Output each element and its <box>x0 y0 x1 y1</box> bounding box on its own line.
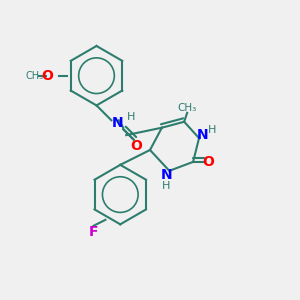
Text: N: N <box>160 168 172 182</box>
Text: F: F <box>89 225 98 239</box>
Text: CH₃: CH₃ <box>178 103 197 113</box>
Text: O: O <box>41 69 53 83</box>
Text: H: H <box>162 181 170 191</box>
Text: H: H <box>127 112 135 122</box>
Text: O: O <box>202 155 214 169</box>
Text: O: O <box>131 139 142 152</box>
Text: CH₃: CH₃ <box>25 71 43 81</box>
Text: H: H <box>208 125 217 135</box>
Text: N: N <box>112 116 123 130</box>
Text: N: N <box>197 128 208 142</box>
